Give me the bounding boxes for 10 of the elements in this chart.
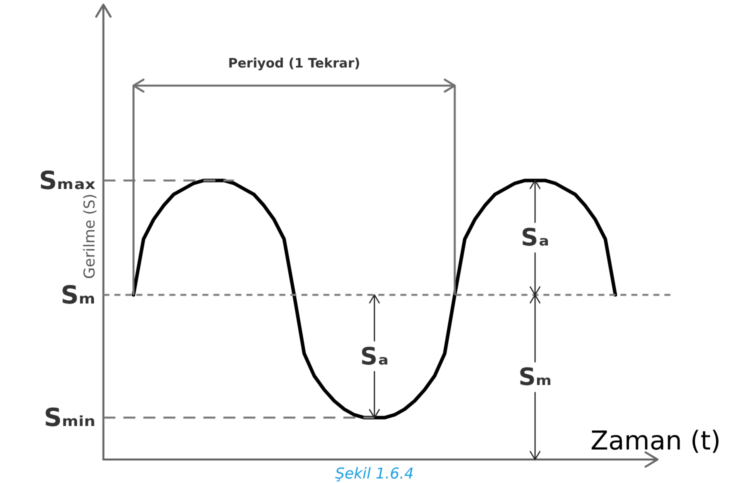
x-axis-title: Zaman (t) (590, 426, 721, 456)
ref-line-label: Sₘ (60, 280, 96, 310)
annotation: Sₐ (520, 224, 550, 252)
annotation: Sₘ (518, 363, 552, 392)
ref-line-label: Sₘᵢₙ (44, 403, 96, 432)
text: Periyod (1 Tekrar) (228, 56, 360, 72)
annotation: Sₐ (360, 342, 389, 370)
y-axis-title: Gerilme (S) (80, 194, 98, 279)
ref-line-label: Sₘₐₓ (39, 166, 96, 195)
text: Şekil 1.6.4 (335, 464, 414, 482)
